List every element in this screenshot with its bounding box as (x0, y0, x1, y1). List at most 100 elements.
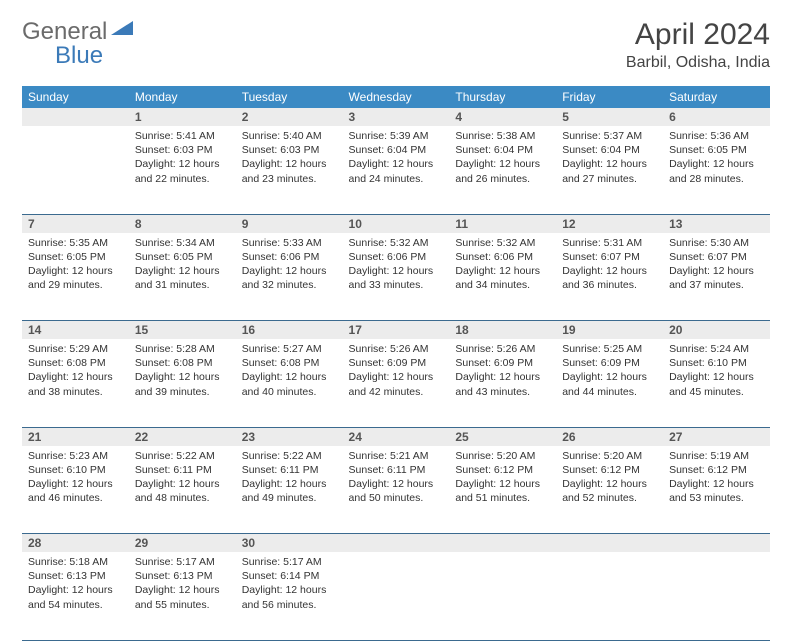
sunset-text: Sunset: 6:08 PM (28, 356, 123, 370)
sunset-text: Sunset: 6:08 PM (242, 356, 337, 370)
sunrise-text: Sunrise: 5:18 AM (28, 555, 123, 569)
sunrise-text: Sunrise: 5:31 AM (562, 236, 657, 250)
week-0-content-row: Sunrise: 5:41 AMSunset: 6:03 PMDaylight:… (22, 126, 770, 214)
weekday-monday: Monday (129, 86, 236, 108)
sunset-text: Sunset: 6:03 PM (242, 143, 337, 157)
daylight-text: and 33 minutes. (349, 278, 444, 292)
day-cell: Sunrise: 5:34 AMSunset: 6:05 PMDaylight:… (129, 233, 236, 321)
weekday-tuesday: Tuesday (236, 86, 343, 108)
sunset-text: Sunset: 6:09 PM (455, 356, 550, 370)
sunset-text: Sunset: 6:10 PM (669, 356, 764, 370)
daylight-text: and 38 minutes. (28, 385, 123, 399)
day-cell: Sunrise: 5:35 AMSunset: 6:05 PMDaylight:… (22, 233, 129, 321)
sunrise-text: Sunrise: 5:38 AM (455, 129, 550, 143)
daylight-text: and 26 minutes. (455, 172, 550, 186)
sunrise-text: Sunrise: 5:22 AM (242, 449, 337, 463)
daylight-text: and 55 minutes. (135, 598, 230, 612)
daylight-text: Daylight: 12 hours (349, 264, 444, 278)
day-cell: Sunrise: 5:32 AMSunset: 6:06 PMDaylight:… (449, 233, 556, 321)
sunset-text: Sunset: 6:11 PM (349, 463, 444, 477)
daylight-text: Daylight: 12 hours (562, 264, 657, 278)
weekday-header-row: SundayMondayTuesdayWednesdayThursdayFrid… (22, 86, 770, 108)
daylight-text: and 34 minutes. (455, 278, 550, 292)
daylight-text: and 46 minutes. (28, 491, 123, 505)
week-2-content-row: Sunrise: 5:29 AMSunset: 6:08 PMDaylight:… (22, 339, 770, 427)
daylight-text: and 52 minutes. (562, 491, 657, 505)
daylight-text: Daylight: 12 hours (135, 477, 230, 491)
daynum-cell (663, 534, 770, 553)
day-cell: Sunrise: 5:38 AMSunset: 6:04 PMDaylight:… (449, 126, 556, 214)
daynum-cell: 15 (129, 321, 236, 340)
daylight-text: and 54 minutes. (28, 598, 123, 612)
daylight-text: and 53 minutes. (669, 491, 764, 505)
day-cell: Sunrise: 5:17 AMSunset: 6:13 PMDaylight:… (129, 552, 236, 640)
daynum-cell: 3 (343, 108, 450, 126)
daylight-text: and 37 minutes. (669, 278, 764, 292)
daylight-text: Daylight: 12 hours (135, 370, 230, 384)
daynum-cell: 23 (236, 427, 343, 446)
daylight-text: Daylight: 12 hours (28, 477, 123, 491)
daylight-text: Daylight: 12 hours (349, 157, 444, 171)
daynum-cell: 27 (663, 427, 770, 446)
sunset-text: Sunset: 6:13 PM (135, 569, 230, 583)
sunset-text: Sunset: 6:11 PM (242, 463, 337, 477)
sunrise-text: Sunrise: 5:28 AM (135, 342, 230, 356)
day-cell: Sunrise: 5:40 AMSunset: 6:03 PMDaylight:… (236, 126, 343, 214)
daylight-text: and 27 minutes. (562, 172, 657, 186)
sunrise-text: Sunrise: 5:34 AM (135, 236, 230, 250)
sunrise-text: Sunrise: 5:41 AM (135, 129, 230, 143)
weekday-wednesday: Wednesday (343, 86, 450, 108)
day-cell (556, 552, 663, 640)
daynum-cell: 24 (343, 427, 450, 446)
week-3-content-row: Sunrise: 5:23 AMSunset: 6:10 PMDaylight:… (22, 446, 770, 534)
sunrise-text: Sunrise: 5:30 AM (669, 236, 764, 250)
sunrise-text: Sunrise: 5:17 AM (242, 555, 337, 569)
daylight-text: Daylight: 12 hours (562, 157, 657, 171)
daylight-text: Daylight: 12 hours (135, 583, 230, 597)
sunset-text: Sunset: 6:10 PM (28, 463, 123, 477)
daylight-text: and 24 minutes. (349, 172, 444, 186)
daynum-cell: 25 (449, 427, 556, 446)
sunset-text: Sunset: 6:12 PM (669, 463, 764, 477)
sunset-text: Sunset: 6:12 PM (562, 463, 657, 477)
day-cell (663, 552, 770, 640)
daylight-text: and 44 minutes. (562, 385, 657, 399)
daynum-cell: 17 (343, 321, 450, 340)
sunrise-text: Sunrise: 5:24 AM (669, 342, 764, 356)
daylight-text: Daylight: 12 hours (242, 157, 337, 171)
daynum-cell: 1 (129, 108, 236, 126)
day-cell: Sunrise: 5:21 AMSunset: 6:11 PMDaylight:… (343, 446, 450, 534)
day-cell: Sunrise: 5:33 AMSunset: 6:06 PMDaylight:… (236, 233, 343, 321)
day-cell: Sunrise: 5:31 AMSunset: 6:07 PMDaylight:… (556, 233, 663, 321)
daynum-cell: 13 (663, 214, 770, 233)
sunset-text: Sunset: 6:07 PM (669, 250, 764, 264)
month-title: April 2024 (626, 18, 770, 52)
sunset-text: Sunset: 6:08 PM (135, 356, 230, 370)
sunrise-text: Sunrise: 5:27 AM (242, 342, 337, 356)
sunrise-text: Sunrise: 5:21 AM (349, 449, 444, 463)
sunset-text: Sunset: 6:05 PM (135, 250, 230, 264)
daynum-cell: 6 (663, 108, 770, 126)
daylight-text: and 50 minutes. (349, 491, 444, 505)
calendar-body: 123456Sunrise: 5:41 AMSunset: 6:03 PMDay… (22, 108, 770, 640)
daynum-cell (343, 534, 450, 553)
day-cell: Sunrise: 5:30 AMSunset: 6:07 PMDaylight:… (663, 233, 770, 321)
sunset-text: Sunset: 6:06 PM (242, 250, 337, 264)
day-cell: Sunrise: 5:36 AMSunset: 6:05 PMDaylight:… (663, 126, 770, 214)
daynum-cell: 20 (663, 321, 770, 340)
day-cell: Sunrise: 5:22 AMSunset: 6:11 PMDaylight:… (236, 446, 343, 534)
day-cell: Sunrise: 5:24 AMSunset: 6:10 PMDaylight:… (663, 339, 770, 427)
sunset-text: Sunset: 6:06 PM (455, 250, 550, 264)
day-cell: Sunrise: 5:20 AMSunset: 6:12 PMDaylight:… (449, 446, 556, 534)
sunrise-text: Sunrise: 5:22 AM (135, 449, 230, 463)
daynum-cell: 19 (556, 321, 663, 340)
sunset-text: Sunset: 6:12 PM (455, 463, 550, 477)
weekday-saturday: Saturday (663, 86, 770, 108)
daynum-cell (556, 534, 663, 553)
location: Barbil, Odisha, India (626, 54, 770, 72)
sunrise-text: Sunrise: 5:20 AM (455, 449, 550, 463)
daylight-text: and 32 minutes. (242, 278, 337, 292)
day-cell: Sunrise: 5:19 AMSunset: 6:12 PMDaylight:… (663, 446, 770, 534)
daylight-text: and 29 minutes. (28, 278, 123, 292)
daylight-text: and 39 minutes. (135, 385, 230, 399)
